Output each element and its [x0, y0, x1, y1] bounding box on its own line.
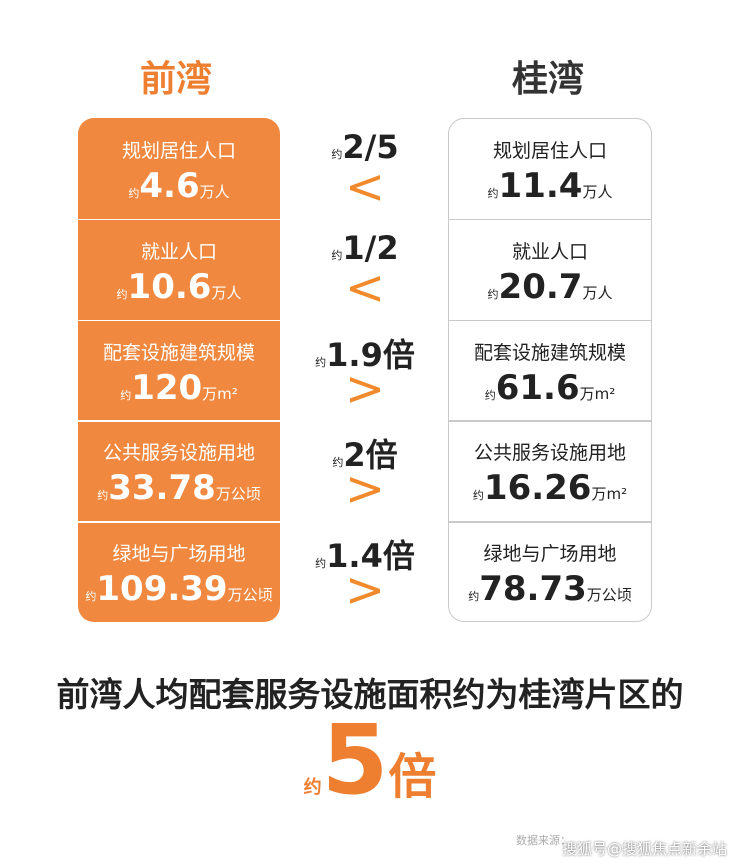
summary-value: 5 [321, 704, 389, 816]
value: 120 [131, 367, 203, 408]
ratio: 约2/5 [300, 128, 430, 166]
value: 78.73 [479, 569, 587, 610]
value: 61.6 [495, 367, 580, 408]
left-value: 约4.6万人 [78, 166, 280, 206]
left-divider [78, 218, 280, 221]
approx: 约 [468, 590, 480, 604]
approx: 约 [332, 456, 344, 470]
left-value: 约109.39万公顷 [78, 569, 280, 609]
left-label: 绿地与广场用地 [112, 543, 246, 566]
value: 11.4 [498, 166, 583, 206]
ratio-value: 1.9倍 [326, 335, 415, 374]
approx: 约 [487, 187, 499, 200]
left-label: 就业人口 [140, 240, 217, 263]
left-label: 公共服务设施用地 [102, 442, 255, 465]
unit: 万人 [199, 183, 230, 201]
right-label: 公共服务设施用地 [473, 442, 626, 465]
right-label: 配套设施建筑规模 [473, 341, 626, 364]
unit: 万人 [211, 283, 242, 302]
left-divider [78, 521, 280, 523]
compare-symbol: > [344, 360, 386, 417]
approx: 约 [315, 557, 327, 571]
right-card [448, 118, 652, 622]
approx: 约 [120, 388, 132, 402]
ratio-value: 2/5 [342, 128, 399, 166]
left-label: 规划居住人口 [121, 140, 236, 162]
right-divider [448, 218, 652, 221]
unit: 万公顷 [227, 586, 273, 605]
unit: 万m² [579, 384, 616, 403]
ratio-value: 1/2 [342, 228, 399, 267]
summary-unit: 倍 [388, 749, 437, 805]
unit: 万m² [591, 485, 628, 504]
unit: 万公顷 [215, 485, 261, 504]
left-value: 约120万m² [78, 368, 280, 408]
approx: 约 [472, 489, 484, 503]
approx: 约 [116, 287, 128, 301]
unit: 万人 [582, 283, 613, 302]
compare-symbol: < [344, 259, 386, 316]
approx: 约 [487, 287, 499, 301]
value: 10.6 [127, 266, 212, 307]
right-header: 桂湾 [512, 59, 585, 100]
right-label: 绿地与广场用地 [483, 543, 617, 566]
left-label: 配套设施建筑规模 [102, 341, 255, 364]
left-value: 约33.78万公顷 [78, 468, 280, 508]
left-divider [78, 420, 280, 422]
left-divider [78, 319, 280, 322]
right-value: 约61.6万m² [449, 368, 651, 408]
right-value: 约20.7万人 [449, 267, 651, 307]
compare-symbol: > [344, 461, 386, 518]
unit: 万m² [202, 384, 238, 403]
value: 20.7 [498, 266, 583, 307]
approx: 约 [484, 388, 496, 402]
right-label: 就业人口 [511, 240, 588, 263]
ratio: 约1.9倍 [300, 330, 430, 376]
compare-symbol: < [344, 159, 386, 215]
right-label: 规划居住人口 [492, 140, 607, 162]
left-value: 约10.6万人 [78, 267, 280, 307]
value: 4.6 [139, 166, 200, 206]
watermark: 搜狐号@搜狐焦点新余站 [562, 840, 728, 858]
approx: 约 [315, 355, 327, 369]
summary-text: 前湾人均配套服务设施面积约为桂湾片区的 [56, 675, 684, 714]
left-card [78, 118, 280, 622]
right-value: 约11.4万人 [449, 166, 651, 206]
ratio: 约1.4倍 [300, 531, 430, 577]
unit: 万人 [582, 183, 613, 201]
approx: 约 [331, 248, 343, 262]
ratio: 约1/2 [300, 229, 430, 267]
right-divider [448, 420, 652, 422]
value: 33.78 [108, 468, 216, 509]
approx: 约 [97, 489, 109, 503]
left-header: 前湾 [140, 59, 213, 100]
approx: 约 [331, 148, 343, 161]
unit: 万公顷 [586, 586, 632, 605]
right-divider [448, 521, 652, 523]
approx: 约 [85, 590, 97, 604]
right-value: 约16.26万m² [449, 468, 651, 508]
value: 16.26 [483, 468, 592, 509]
ratio: 约2倍 [300, 430, 430, 476]
right-divider [448, 319, 652, 322]
ratio-value: 2倍 [343, 436, 398, 475]
compare-symbol: > [344, 562, 386, 619]
approx: 约 [303, 777, 322, 798]
ratio-value: 1.4倍 [326, 537, 415, 576]
value: 109.39 [96, 569, 228, 610]
source: 数据来源： [516, 834, 571, 847]
summary-figure: 约5倍 [0, 710, 740, 810]
right-value: 约78.73万公顷 [449, 569, 651, 609]
approx: 约 [128, 187, 140, 200]
